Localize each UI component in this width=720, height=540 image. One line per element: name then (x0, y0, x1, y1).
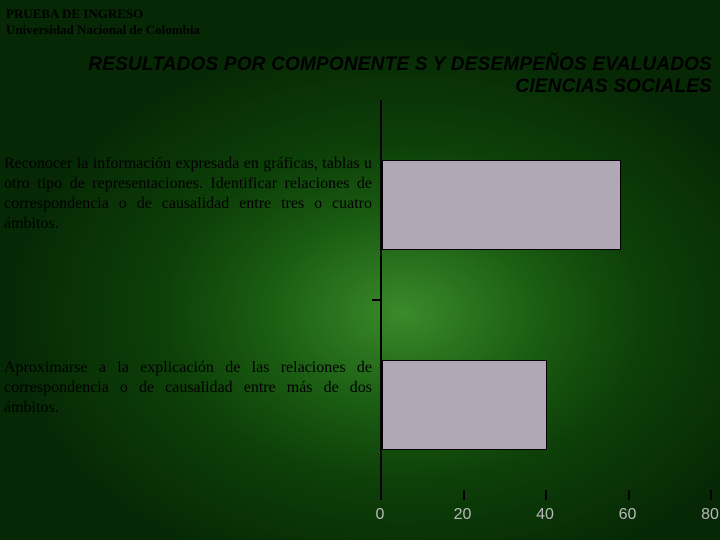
bar-2 (382, 360, 547, 450)
x-tick (710, 490, 712, 500)
title-line1: RESULTADOS POR COMPONENTE S Y DESEMPEÑOS… (88, 54, 712, 76)
x-tick (628, 490, 630, 500)
y-mid-tick (372, 299, 382, 301)
x-tick-label: 40 (536, 506, 554, 524)
title-block: RESULTADOS POR COMPONENTE S Y DESEMPEÑOS… (88, 54, 712, 98)
header: PRUEBA DE INGRESO Universidad Nacional d… (6, 6, 200, 38)
x-tick (545, 490, 547, 500)
category-label-2: Aproximarse a la explicación de las rela… (4, 358, 372, 418)
header-line2: Universidad Nacional de Colombia (6, 22, 200, 38)
header-line1: PRUEBA DE INGRESO (6, 6, 200, 22)
x-tick-label: 60 (619, 506, 637, 524)
x-tick-label: 0 (376, 506, 385, 524)
title-line2: CIENCIAS SOCIALES (88, 76, 712, 98)
x-tick (463, 490, 465, 500)
x-tick (380, 490, 382, 500)
bar-1 (382, 160, 621, 250)
chart-plot-area: 020406080 (380, 100, 710, 500)
category-label-1: Reconocer la información expresada en gr… (4, 154, 372, 234)
x-tick-label: 20 (454, 506, 472, 524)
x-tick-label: 80 (701, 506, 719, 524)
